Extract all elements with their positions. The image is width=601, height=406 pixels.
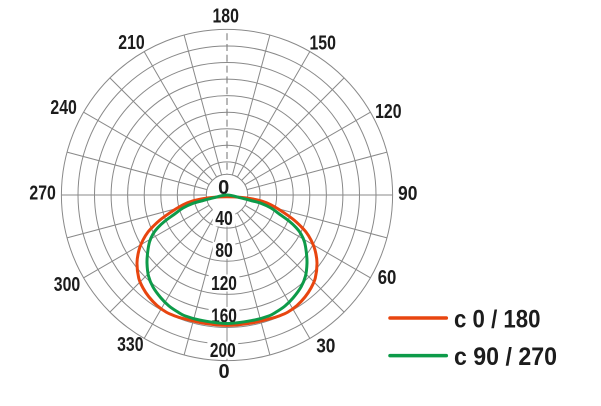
svg-text:c 0 / 180: c 0 / 180: [454, 306, 541, 334]
svg-text:200: 200: [210, 340, 236, 362]
svg-text:300: 300: [54, 274, 80, 296]
svg-text:0: 0: [218, 177, 229, 199]
svg-text:150: 150: [310, 33, 336, 55]
svg-text:180: 180: [213, 5, 239, 27]
svg-text:90: 90: [398, 183, 417, 205]
svg-text:210: 210: [118, 32, 144, 54]
svg-text:30: 30: [316, 336, 335, 358]
svg-text:330: 330: [117, 334, 143, 356]
svg-text:270: 270: [29, 183, 55, 205]
svg-text:80: 80: [215, 240, 233, 262]
svg-text:0: 0: [218, 361, 229, 383]
svg-text:120: 120: [211, 273, 237, 295]
svg-text:120: 120: [375, 101, 401, 123]
svg-text:240: 240: [50, 97, 76, 119]
svg-text:c 90 / 270: c 90 / 270: [454, 343, 557, 371]
svg-text:60: 60: [378, 267, 397, 289]
svg-text:40: 40: [215, 208, 233, 230]
